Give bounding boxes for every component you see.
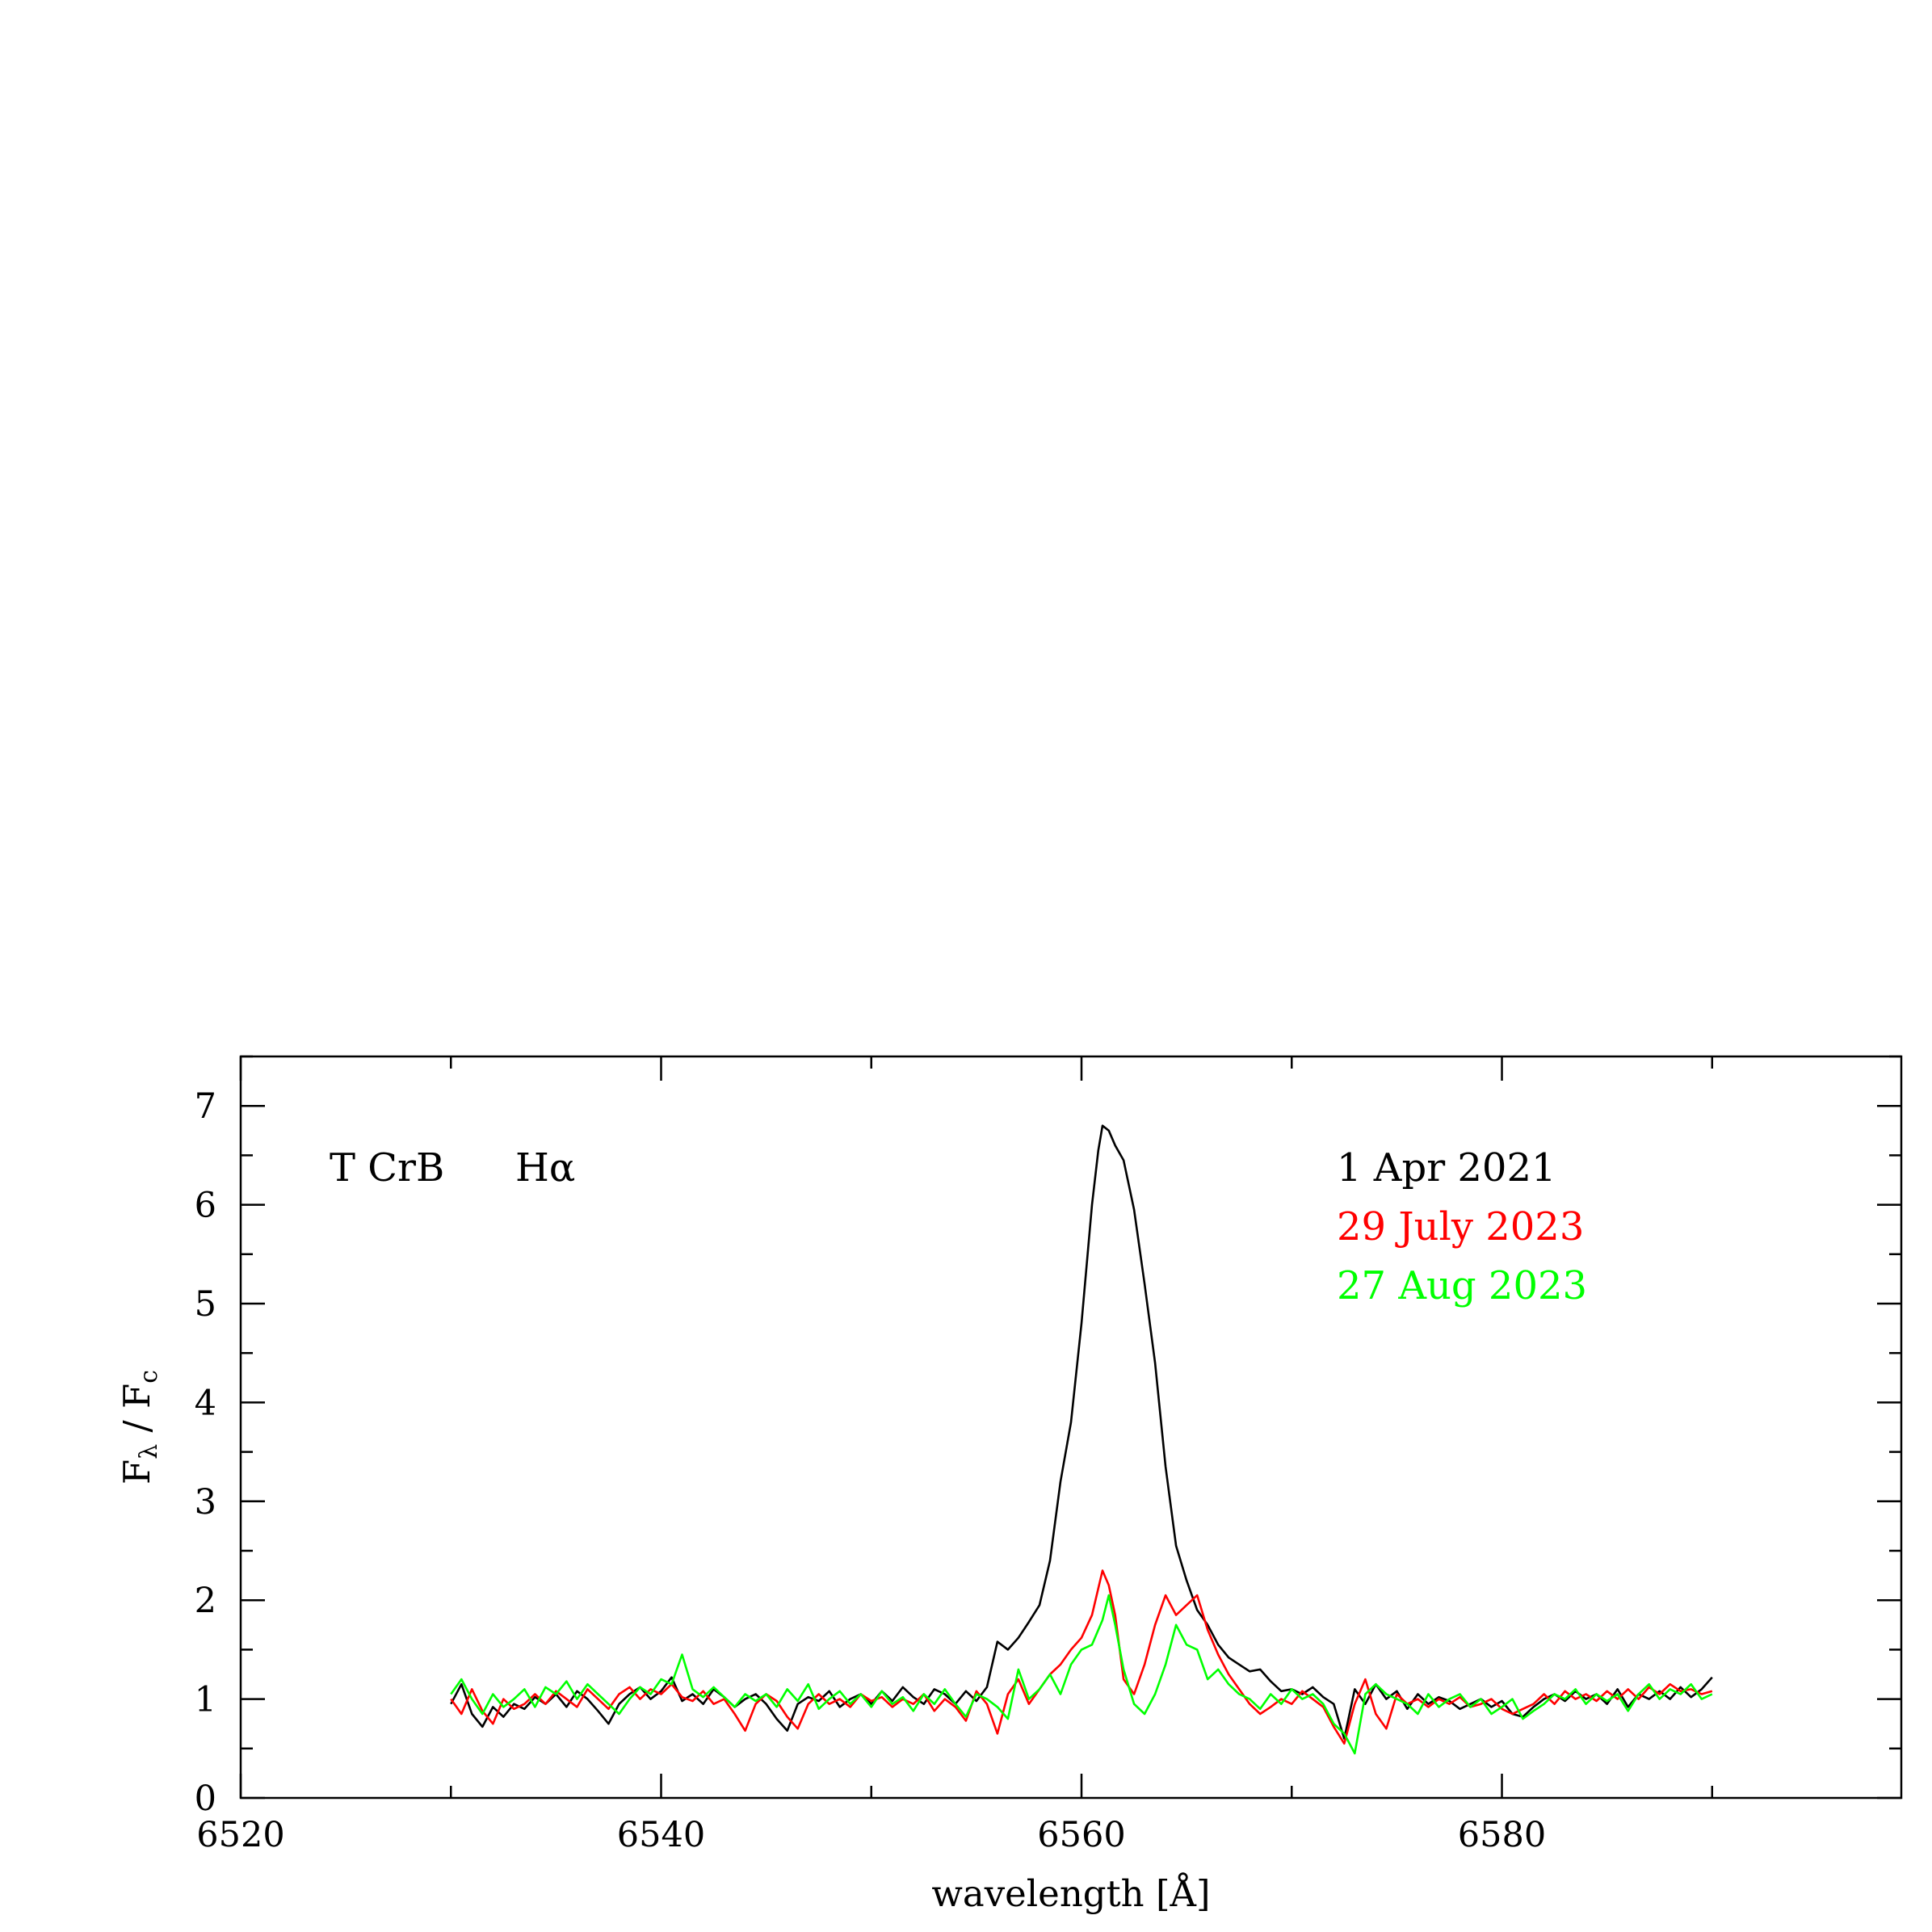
- y-tick-label: 7: [195, 1086, 216, 1127]
- svg-text:Fλ / Fc: Fλ / Fc: [116, 1370, 163, 1485]
- object-annotation: T CrB: [330, 1145, 444, 1191]
- series-lines: [450, 1124, 1713, 1755]
- y-axis-title: Fλ / Fc: [116, 1370, 163, 1485]
- series-line-3: [450, 1594, 1713, 1755]
- y-tick-label: 6: [195, 1186, 216, 1226]
- legend-entry-2: 29 July 2023: [1337, 1204, 1584, 1250]
- legend: 1 Apr 2021 29 July 2023 27 Aug 2023: [1337, 1145, 1587, 1308]
- line-annotation: Hα: [515, 1145, 575, 1191]
- y-tick-label: 4: [195, 1383, 216, 1423]
- y-label-sep: /: [116, 1409, 158, 1444]
- legend-entry-3: 27 Aug 2023: [1337, 1263, 1587, 1308]
- x-tick-label: 6580: [1458, 1815, 1546, 1855]
- y-tick-label: 0: [195, 1779, 216, 1819]
- y-tick-label: 2: [195, 1581, 216, 1621]
- y-label-sub1: λ: [135, 1444, 163, 1460]
- y-label-sub2: c: [135, 1370, 163, 1384]
- y-tick-label: 1: [195, 1680, 216, 1720]
- x-axis-title: wavelength [Å]: [931, 1872, 1210, 1915]
- plot-frame: [239, 1055, 1903, 1800]
- x-tick-label: 6540: [617, 1815, 705, 1855]
- x-tick-label: 6520: [196, 1815, 284, 1855]
- y-label-main2: F: [116, 1384, 158, 1409]
- axis-ticks: [239, 1055, 1901, 1800]
- series-line-1: [450, 1124, 1713, 1740]
- x-tick-label: 6560: [1037, 1815, 1125, 1855]
- y-label-main: F: [116, 1460, 158, 1485]
- y-tick-label: 5: [195, 1284, 216, 1325]
- axis-tick-labels: 6520 6540 6560 6580 0 1 2 3 4 5 6 7: [195, 1086, 1547, 1855]
- legend-entry-1: 1 Apr 2021: [1337, 1145, 1556, 1191]
- y-tick-label: 3: [195, 1482, 216, 1522]
